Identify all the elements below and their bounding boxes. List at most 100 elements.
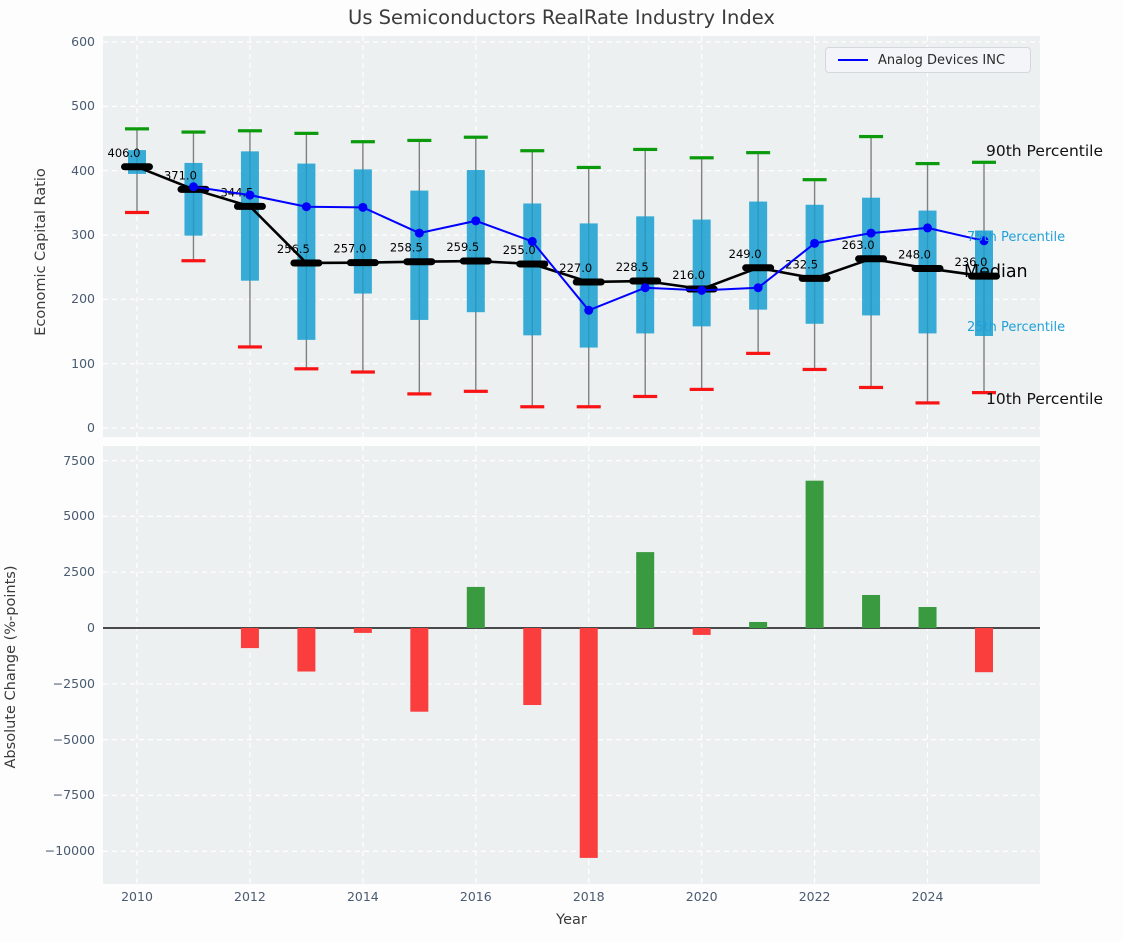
company-marker [528, 237, 537, 246]
median-marker [912, 265, 944, 272]
median-marker [234, 203, 266, 210]
change-bar [467, 587, 485, 628]
annotation-25th-percentile: 25th Percentile [967, 320, 1065, 335]
top-ytick-label: 100 [3, 357, 95, 371]
p10-cap [859, 386, 883, 389]
p10-cap [407, 392, 431, 395]
p90-cap [464, 136, 488, 139]
top-ytick-label: 400 [3, 164, 95, 178]
p90-cap [690, 156, 714, 159]
annotation-75th-percentile: 75th Percentile [967, 230, 1065, 245]
change-bar [354, 628, 372, 633]
top-ytick-label: 200 [3, 292, 95, 306]
p10-cap [803, 368, 827, 371]
median-value-label: 228.5 [616, 260, 649, 274]
change-bar [749, 622, 767, 628]
change-bar [919, 607, 937, 628]
xtick-label: 2024 [898, 890, 958, 904]
company-marker [302, 202, 311, 211]
median-value-label: 406.0 [108, 146, 141, 160]
iqr-box [354, 169, 372, 293]
xtick-label: 2022 [785, 890, 845, 904]
median-value-label: 257.0 [333, 242, 366, 256]
bottom-ytick-label: −5000 [3, 733, 95, 747]
company-marker [867, 229, 876, 238]
top-y-axis-label: Economic Capital Ratio [33, 168, 49, 335]
median-marker [799, 275, 831, 282]
figure: Us Semiconductors RealRate Industry Inde… [0, 0, 1123, 942]
top-plot-area: 406.0371.0344.5256.5257.0258.5259.5255.0… [103, 36, 1040, 437]
top-ytick-label: 600 [3, 35, 95, 49]
change-bar [580, 628, 598, 858]
bottom-ytick-label: 7500 [3, 454, 95, 468]
xtick-label: 2010 [107, 890, 167, 904]
change-bar [975, 628, 993, 672]
bottom-ytick-label: 2500 [3, 565, 95, 579]
x-axis-label: Year [103, 912, 1040, 928]
median-marker [290, 259, 322, 266]
p90-cap [916, 162, 940, 165]
p90-cap [181, 130, 205, 133]
legend-line-swatch [838, 59, 868, 61]
legend-label: Analog Devices INC [878, 53, 1005, 68]
p90-cap [577, 166, 601, 169]
company-marker [584, 306, 593, 315]
p10-cap [916, 401, 940, 404]
p90-cap [972, 161, 996, 164]
legend: Analog Devices INC [825, 47, 1031, 73]
company-marker [810, 239, 819, 248]
annotation-90th-percentile: 90th Percentile [986, 142, 1103, 160]
company-marker [245, 191, 254, 200]
p10-cap [294, 367, 318, 370]
p90-cap [407, 139, 431, 142]
median-value-label: 216.0 [672, 268, 705, 282]
p10-cap [181, 259, 205, 262]
top-ytick-label: 0 [3, 421, 95, 435]
median-marker [121, 163, 153, 170]
p10-cap [520, 405, 544, 408]
company-marker [471, 216, 480, 225]
company-marker [189, 182, 198, 191]
xtick-label: 2018 [559, 890, 619, 904]
median-value-label: 227.0 [559, 261, 592, 275]
company-marker [415, 229, 424, 238]
median-marker [516, 260, 548, 267]
median-marker [460, 258, 492, 265]
bottom-ytick-label: −2500 [3, 677, 95, 691]
median-marker [742, 264, 774, 271]
median-marker [855, 255, 887, 262]
chart-title: Us Semiconductors RealRate Industry Inde… [0, 6, 1123, 29]
iqr-box [636, 216, 654, 333]
change-bar [636, 552, 654, 628]
iqr-box [241, 151, 259, 280]
p90-cap [351, 140, 375, 143]
change-bar [523, 628, 541, 705]
median-value-label: 249.0 [729, 247, 762, 261]
p90-cap [746, 151, 770, 154]
xtick-label: 2020 [672, 890, 732, 904]
bottom-axes [103, 446, 1040, 884]
iqr-box [410, 191, 428, 320]
median-value-label: 259.5 [446, 240, 479, 254]
median-value-label: 232.5 [785, 257, 818, 271]
bottom-ytick-label: 0 [3, 621, 95, 635]
change-bar [241, 628, 259, 648]
median-marker [573, 278, 605, 285]
company-marker [754, 283, 763, 292]
company-marker [641, 283, 650, 292]
p90-cap [803, 178, 827, 181]
p90-cap [125, 127, 149, 130]
p10-cap [125, 211, 149, 214]
p10-cap [464, 390, 488, 393]
xtick-label: 2012 [220, 890, 280, 904]
p90-cap [859, 135, 883, 138]
p90-cap [238, 129, 262, 132]
xtick-label: 2016 [446, 890, 506, 904]
change-bar [410, 628, 428, 712]
top-ytick-label: 500 [3, 99, 95, 113]
change-bar [693, 628, 711, 635]
change-bar [806, 481, 824, 628]
median-value-label: 258.5 [390, 241, 423, 255]
change-bar [297, 628, 315, 672]
company-marker [697, 286, 706, 295]
